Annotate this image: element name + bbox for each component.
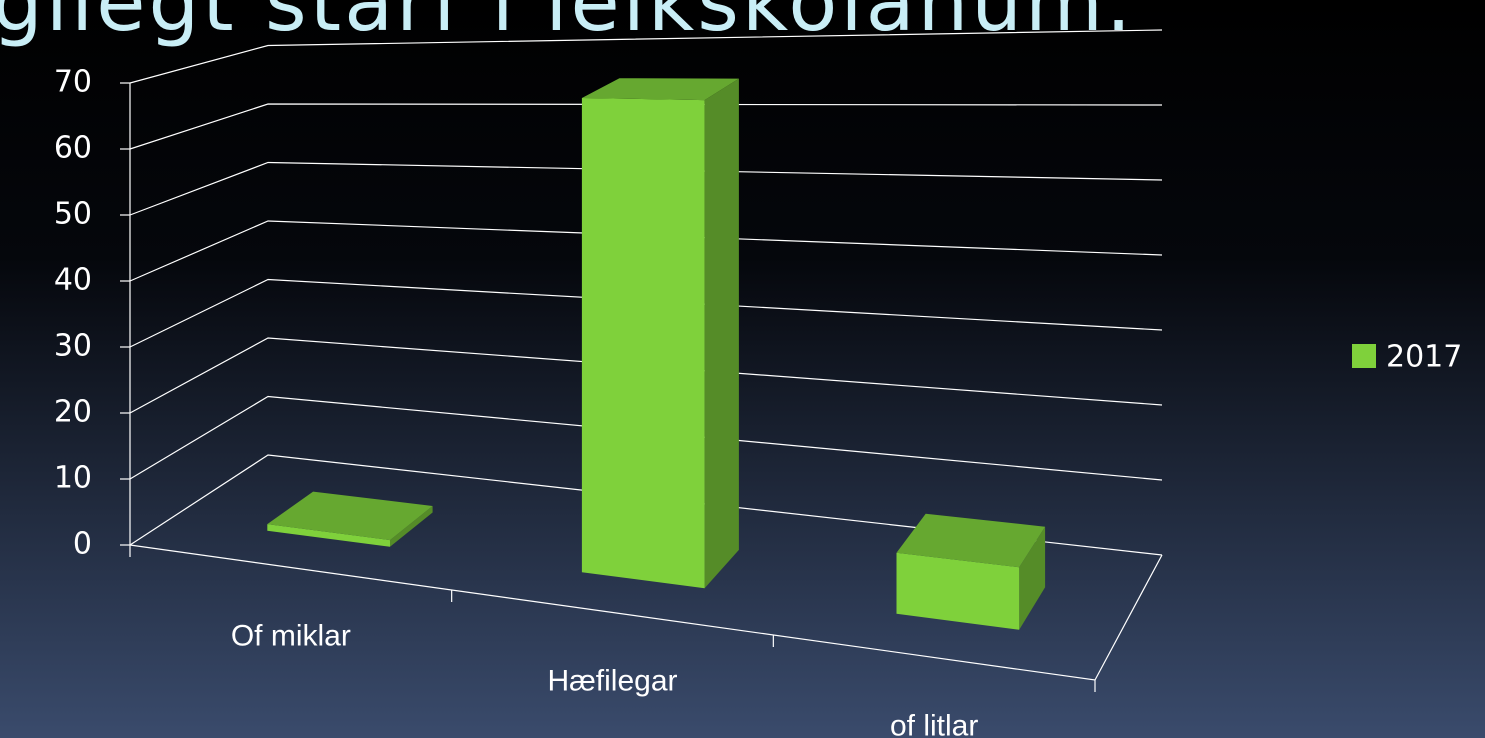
y-tick-label: 0	[73, 527, 92, 562]
bar-front	[581, 98, 705, 589]
chart-title: gilegt starf í leikskólanum.	[0, 0, 1134, 49]
bar-top	[581, 78, 739, 101]
grid-line	[129, 103, 1163, 150]
y-tick-label: 50	[54, 197, 92, 232]
bar-side	[390, 506, 433, 547]
x-tick-label: of litlar	[890, 709, 978, 738]
x-tick-label: Hæfilegar	[547, 664, 677, 697]
grid-line	[129, 278, 1163, 348]
bar-front	[896, 552, 1020, 630]
y-tick-label: 60	[54, 131, 92, 166]
y-tick-label: 20	[54, 395, 92, 430]
y-tick-label: 30	[54, 329, 92, 364]
x-tick-label: Of miklar	[231, 619, 351, 652]
bar-front	[267, 524, 390, 547]
bar-top	[896, 513, 1046, 568]
bar-side	[704, 78, 739, 589]
legend-swatch	[1352, 344, 1376, 368]
grid-line	[129, 220, 1163, 282]
bar-side	[1019, 526, 1046, 630]
legend-label: 2017	[1386, 340, 1462, 375]
grid-line	[129, 29, 1163, 84]
grid-line	[129, 337, 1163, 414]
y-tick-label: 70	[54, 65, 92, 100]
grid-line	[129, 161, 1163, 216]
grid-line	[129, 454, 1163, 556]
y-tick-label: 10	[54, 461, 92, 496]
bar-top	[267, 491, 433, 541]
y-tick-label: 40	[54, 263, 92, 298]
grid-line	[129, 395, 1163, 481]
